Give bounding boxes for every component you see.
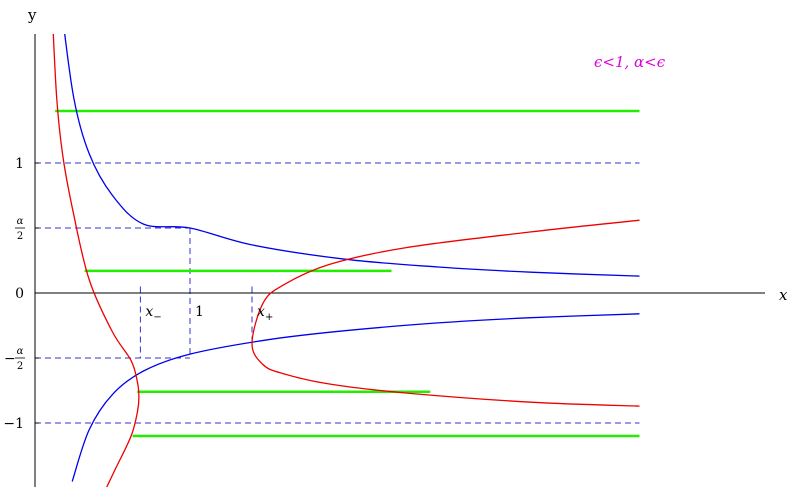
y-tick-sign: − bbox=[4, 351, 16, 367]
x-mark-label: 1 bbox=[195, 304, 204, 320]
x-axis-label: x bbox=[779, 286, 788, 304]
y-axis-label: y bbox=[27, 6, 37, 24]
curves bbox=[52, 34, 640, 487]
blue-curve bbox=[64, 34, 640, 277]
condition-annotation: ϵ<1, α<ϵ bbox=[594, 53, 666, 71]
green-levels bbox=[55, 109, 640, 438]
y-tick-numerator: α bbox=[17, 216, 24, 227]
y-tick-label: 1 bbox=[15, 156, 24, 172]
y-tick-numerator: α bbox=[17, 346, 24, 357]
x-mark-label: x bbox=[145, 304, 153, 320]
y-tick-label: −1 bbox=[3, 416, 24, 432]
blue-curve bbox=[71, 313, 640, 482]
y-tick-denominator: 2 bbox=[17, 231, 23, 242]
red-curve bbox=[251, 219, 640, 407]
y-tick-label: 0 bbox=[15, 286, 24, 302]
red-curve bbox=[52, 34, 140, 487]
y-tick-denominator: 2 bbox=[17, 361, 23, 372]
x-mark-subscript: − bbox=[153, 312, 161, 323]
x-mark-subscript: + bbox=[265, 312, 273, 323]
axes bbox=[34, 34, 765, 487]
x-mark-label: x bbox=[257, 304, 265, 320]
